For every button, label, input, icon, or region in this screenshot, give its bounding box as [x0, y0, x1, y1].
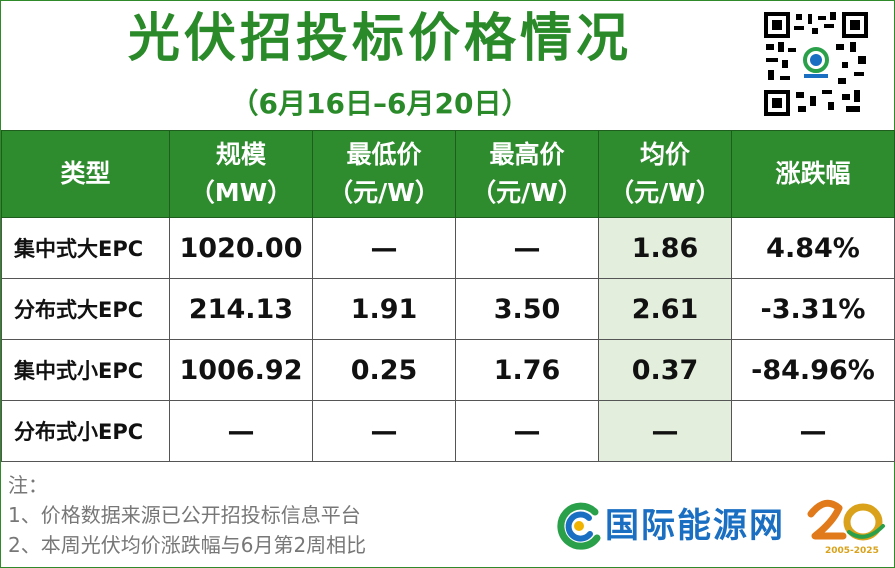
cell-change: -84.96%: [731, 339, 895, 401]
cell-min-price: 0.25: [312, 339, 456, 401]
cell-type: 分布式小EPC: [1, 400, 170, 462]
notes-heading: 注：: [8, 473, 48, 497]
column-header-change: 涨跌幅: [731, 130, 895, 218]
column-header-type: 类型: [1, 130, 170, 218]
table-row: 集中式大EPC 1020.00 — — 1.86 4.84%: [1, 217, 895, 279]
cell-scale: 1020.00: [169, 217, 313, 279]
note-item: 1、价格数据来源已公开招投标信息平台: [8, 503, 361, 527]
cell-avg-price: 2.61: [598, 278, 732, 340]
cell-min-price: —: [312, 217, 456, 279]
column-header-avg-price: 均价 （元/W）: [598, 130, 732, 218]
cell-min-price: —: [312, 400, 456, 462]
cell-type: 分布式大EPC: [1, 278, 170, 340]
table-header-row: 类型 规模 （MW） 最低价 （元/W） 最高价 （元/W） 均价 （元/W） …: [1, 130, 895, 218]
table-row: 集中式小EPC 1006.92 0.25 1.76 0.37 -84.96%: [1, 339, 895, 401]
cell-max-price: 3.50: [455, 278, 599, 340]
price-table: 类型 规模 （MW） 最低价 （元/W） 最高价 （元/W） 均价 （元/W） …: [1, 130, 895, 462]
cell-avg-price: 0.37: [598, 339, 732, 401]
cell-max-price: —: [455, 400, 599, 462]
cell-avg-price: 1.86: [598, 217, 732, 279]
brand-logo-text: 国际能源网: [605, 506, 785, 546]
anniversary-caption: 2005-2025: [825, 546, 879, 556]
cell-scale: —: [169, 400, 313, 462]
notes-section: 注： 1、价格数据来源已公开招投标信息平台 2、本周光伏均价涨跌幅与6月第2周相…: [8, 470, 366, 560]
table-row: 分布式大EPC 214.13 1.91 3.50 2.61 -3.31%: [1, 278, 895, 340]
cell-scale: 214.13: [169, 278, 313, 340]
note-item: 2、本周光伏均价涨跌幅与6月第2周相比: [8, 533, 367, 557]
qr-code-icon: [762, 10, 870, 118]
column-header-scale: 规模 （MW）: [169, 130, 313, 218]
anniversary-emblem-icon: [807, 499, 885, 541]
anniversary-badge: 2005-2025: [805, 496, 887, 562]
page-title: 光伏招投标价格情况: [127, 9, 632, 69]
table-row: 分布式小EPC — — — — —: [1, 400, 895, 462]
cell-change: -3.31%: [731, 278, 895, 340]
cell-scale: 1006.92: [169, 339, 313, 401]
cell-max-price: 1.76: [455, 339, 599, 401]
brand-logo-icon: [557, 502, 601, 550]
cell-type: 集中式大EPC: [1, 217, 170, 279]
brand-logo: 国际能源网: [555, 500, 793, 552]
cell-change: —: [731, 400, 895, 462]
column-header-min-price: 最低价 （元/W）: [312, 130, 456, 218]
date-range-subtitle: （6月16日–6月20日）: [230, 87, 530, 120]
column-header-max-price: 最高价 （元/W）: [455, 130, 599, 218]
cell-type: 集中式小EPC: [1, 339, 170, 401]
cell-change: 4.84%: [731, 217, 895, 279]
cell-avg-price: —: [598, 400, 732, 462]
cell-min-price: 1.91: [312, 278, 456, 340]
cell-max-price: —: [455, 217, 599, 279]
